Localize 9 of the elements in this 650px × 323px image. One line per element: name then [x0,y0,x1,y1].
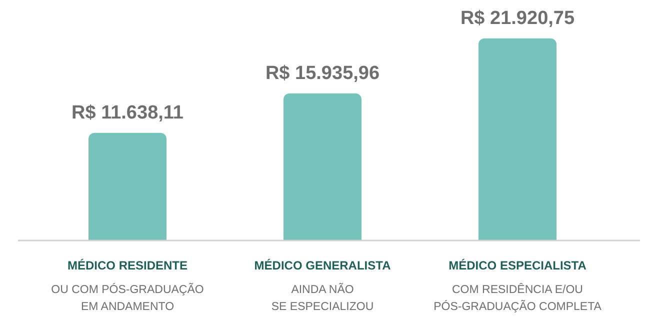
x-tick-label: MÉDICO GENERALISTA [254,258,392,272]
x-tick-label: MÉDICO ESPECIALISTA [448,258,587,272]
data-label: R$ 15.935,96 [265,63,380,84]
x-tick-label: MÉDICO RESIDENTE [67,258,188,272]
text: COM RESIDÊNCIA E/OU PÓS-GRADUAÇÃO COMPLETA [434,282,602,314]
text: OU COM PÓS-GRADUAÇÃO EM ANDAMENTO [51,282,204,314]
text: AINDA NÃO SE ESPECIALIZOU [271,282,374,314]
data-label: R$ 21.920,75 [460,8,575,30]
data-label: R$ 11.638,11 [72,102,184,124]
